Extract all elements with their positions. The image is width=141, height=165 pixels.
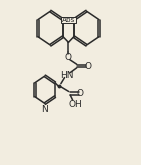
Text: OH: OH [68, 100, 82, 109]
Text: N: N [42, 105, 48, 114]
Text: O: O [84, 62, 91, 71]
Text: O: O [77, 89, 84, 98]
Text: HN: HN [60, 71, 74, 80]
Text: Abs: Abs [62, 17, 75, 23]
FancyBboxPatch shape [61, 16, 76, 23]
Text: O: O [65, 53, 72, 62]
